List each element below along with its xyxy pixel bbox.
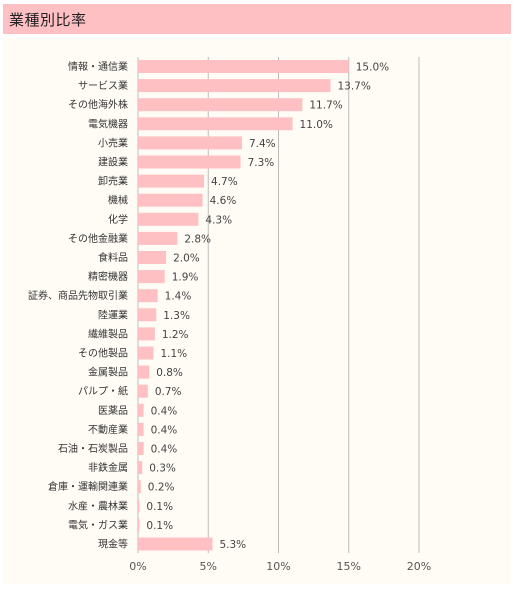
category-label: その他製品 <box>78 347 128 360</box>
category-label: 陸運業 <box>98 308 128 321</box>
category-label: 機械 <box>108 194 128 207</box>
bar <box>138 442 144 455</box>
value-label: 0.1% <box>146 520 173 532</box>
bar <box>138 537 213 551</box>
bar <box>138 155 241 169</box>
bar <box>138 193 203 207</box>
category-label: 食料品 <box>98 251 128 264</box>
category-label: 電気機器 <box>88 117 128 130</box>
value-label: 1.3% <box>163 310 190 322</box>
value-label: 2.0% <box>173 253 200 265</box>
value-label: 5.3% <box>219 539 246 551</box>
category-label: 医薬品 <box>98 405 128 417</box>
value-label: 1.2% <box>162 329 189 341</box>
bar <box>138 79 331 93</box>
x-tick-label: 15% <box>337 560 361 573</box>
value-label: 1.9% <box>172 272 199 284</box>
chart-title-bar: 業種別比率 <box>3 4 511 34</box>
value-label: 7.4% <box>249 138 276 150</box>
category-label: 建設業 <box>98 156 128 169</box>
x-tick-label: 10% <box>266 560 290 573</box>
bar <box>138 136 242 150</box>
chart-title: 業種別比率 <box>9 10 87 29</box>
bar <box>138 270 165 284</box>
bar <box>138 251 167 264</box>
x-tick-label: 0% <box>129 560 146 573</box>
category-label: パルプ・紙 <box>78 385 128 398</box>
category-label: その他海外株 <box>68 98 128 111</box>
value-label: 0.3% <box>149 463 176 475</box>
bar <box>138 308 157 322</box>
bar <box>138 289 158 303</box>
value-label: 0.4% <box>151 424 178 436</box>
value-label: 4.7% <box>211 176 238 188</box>
bar <box>138 327 155 341</box>
bar <box>138 384 148 398</box>
value-label: 2.8% <box>184 233 211 245</box>
bar <box>138 461 143 475</box>
value-label: 0.4% <box>151 444 178 456</box>
category-label: 小売業 <box>98 136 128 149</box>
category-label: その他金融業 <box>68 232 128 245</box>
x-tick-label: 20% <box>407 560 431 573</box>
bar <box>138 480 141 494</box>
value-label: 11.0% <box>300 119 333 131</box>
category-label: 石油・石炭製品 <box>58 442 128 455</box>
category-label: サービス業 <box>78 79 128 92</box>
value-label: 7.3% <box>248 157 275 169</box>
bar <box>138 60 349 73</box>
category-label: 証券、商品先物取引業 <box>28 289 128 302</box>
bar <box>138 518 140 532</box>
value-label: 1.4% <box>165 291 192 303</box>
bar <box>138 212 199 226</box>
category-label: 卸売業 <box>98 175 128 188</box>
bar <box>138 499 140 513</box>
bar <box>138 174 205 188</box>
value-label: 0.1% <box>146 501 173 513</box>
category-label: 繊維製品 <box>88 327 128 340</box>
bar <box>138 365 150 379</box>
category-label: 精密機器 <box>88 270 128 283</box>
value-label: 0.2% <box>148 482 175 494</box>
value-label: 0.8% <box>156 367 183 379</box>
value-label: 11.7% <box>309 100 342 112</box>
category-label: 非鉄金属 <box>88 461 128 474</box>
value-label: 1.1% <box>160 348 187 360</box>
value-label: 4.3% <box>205 214 232 226</box>
bar <box>138 117 293 131</box>
value-label: 15.0% <box>356 62 389 74</box>
category-label: 倉庫・運輸関連業 <box>48 480 128 493</box>
category-label: 金属製品 <box>88 366 128 379</box>
bar <box>138 403 144 417</box>
category-label: 情報・通信業 <box>68 60 128 73</box>
x-tick-label: 5% <box>200 560 217 573</box>
category-label: 電気・ガス業 <box>68 518 128 531</box>
value-label: 4.6% <box>210 195 237 207</box>
value-label: 0.7% <box>155 386 182 398</box>
category-label: 不動産業 <box>88 423 128 436</box>
bar <box>138 422 144 436</box>
bar <box>138 98 303 112</box>
bar <box>138 346 154 360</box>
value-label: 0.4% <box>151 405 178 417</box>
category-label: 水産・農林業 <box>68 499 128 512</box>
value-label: 13.7% <box>337 81 370 93</box>
category-label: 現金等 <box>98 538 128 551</box>
bar <box>138 231 178 245</box>
category-label: 化学 <box>108 213 128 226</box>
